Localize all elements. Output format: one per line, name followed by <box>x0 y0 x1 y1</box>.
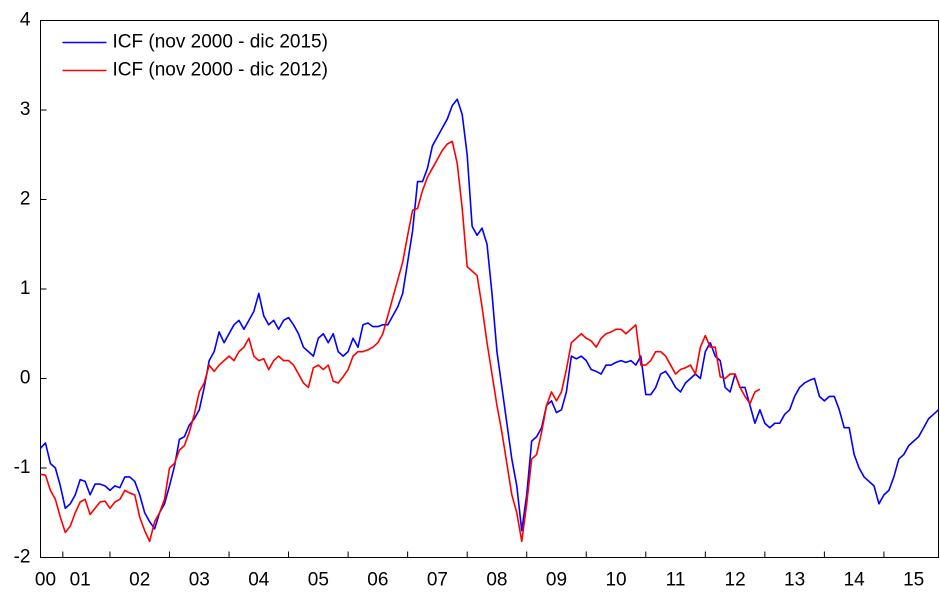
x-tick-label: 04 <box>248 570 270 591</box>
x-tick-label: 13 <box>784 570 805 591</box>
x-tick-label: 10 <box>605 570 626 591</box>
x-tick-label: 02 <box>129 570 150 591</box>
y-tick-label: -2 <box>14 547 31 568</box>
x-tick-label: 15 <box>903 570 924 591</box>
series-line <box>40 140 761 543</box>
x-tick-label: 06 <box>367 570 388 591</box>
legend-label: ICF (nov 2000 - dic 2015) <box>113 32 328 53</box>
x-tick-label: 00 <box>35 570 56 591</box>
x-tick-label: 03 <box>189 570 210 591</box>
y-tick-label: 4 <box>20 10 31 31</box>
y-tick-label: 0 <box>20 368 31 389</box>
x-tick-label: 12 <box>725 570 746 591</box>
y-tick-label: 1 <box>20 278 31 299</box>
x-tick-label: 05 <box>308 570 329 591</box>
x-tick-label: 01 <box>70 570 91 591</box>
x-tick-label: 11 <box>666 570 686 591</box>
y-tick-label: -1 <box>14 457 31 478</box>
series-line <box>39 98 940 532</box>
y-tick-label: 3 <box>20 99 31 120</box>
plot-frame <box>40 20 939 558</box>
legend-label: ICF (nov 2000 - dic 2012) <box>113 60 328 81</box>
x-tick-label: 08 <box>486 570 507 591</box>
x-tick-label: 07 <box>427 570 448 591</box>
x-tick-label: 14 <box>844 570 866 591</box>
y-tick-label: 2 <box>20 189 31 210</box>
x-tick-label: 09 <box>546 570 567 591</box>
